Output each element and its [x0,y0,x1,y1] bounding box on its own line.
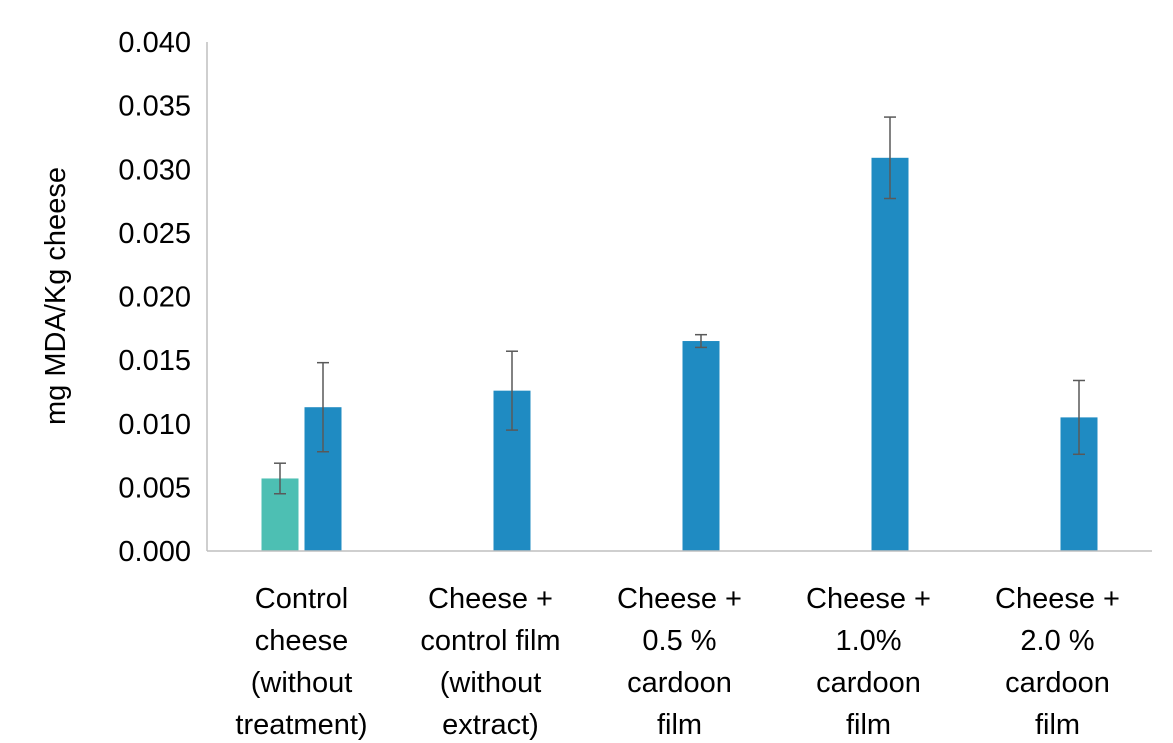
x-category-label: extract) [442,709,539,741]
x-category-label: Cheese + [806,583,931,615]
y-tick-label: 0.005 [118,472,191,504]
y-tick-label: 0.010 [118,409,191,441]
x-category-label: Cheese + [995,583,1120,615]
y-tick-label: 0.020 [118,282,191,314]
y-tick-label: 0.030 [118,154,191,186]
y-tick-label: 0.025 [118,218,191,250]
y-tick-label: 0.035 [118,91,191,123]
x-category-label: cardoon [627,667,732,699]
x-category-label: film [657,709,702,741]
x-category-label: (without [440,667,542,699]
x-category-label: control film [420,625,560,657]
x-category-label: cardoon [816,667,921,699]
x-category-label: treatment) [235,709,367,741]
bars [261,157,1098,552]
x-category-label: Cheese + [428,583,553,615]
x-category-label: 1.0% [835,625,901,657]
y-tick-label: 0.040 [118,27,191,59]
x-category-label: 0.5 % [642,625,716,657]
x-category-label: cardoon [1005,667,1110,699]
x-category-label: cheese [255,625,349,657]
x-category-label: Control [255,583,349,615]
x-category-label: film [1035,709,1080,741]
error-bars [274,116,1085,495]
x-category-label: 2.0 % [1020,625,1094,657]
x-category-label: (without [251,667,353,699]
y-tick-label: 0.000 [118,536,191,568]
x-category-label: Cheese + [617,583,742,615]
y-axis: 0.000 0.005 0.010 0.015 0.020 0.025 0.030 0.035… [118,27,208,568]
x-category-label: film [846,709,891,741]
x-axis: Control cheese (without treatment) Cheese + c… [207,550,1152,741]
y-axis-title: mg MDA/Kg cheese [40,167,72,425]
y-tick-label: 0.015 [118,345,191,377]
bar [871,157,909,552]
bar [682,341,720,551]
